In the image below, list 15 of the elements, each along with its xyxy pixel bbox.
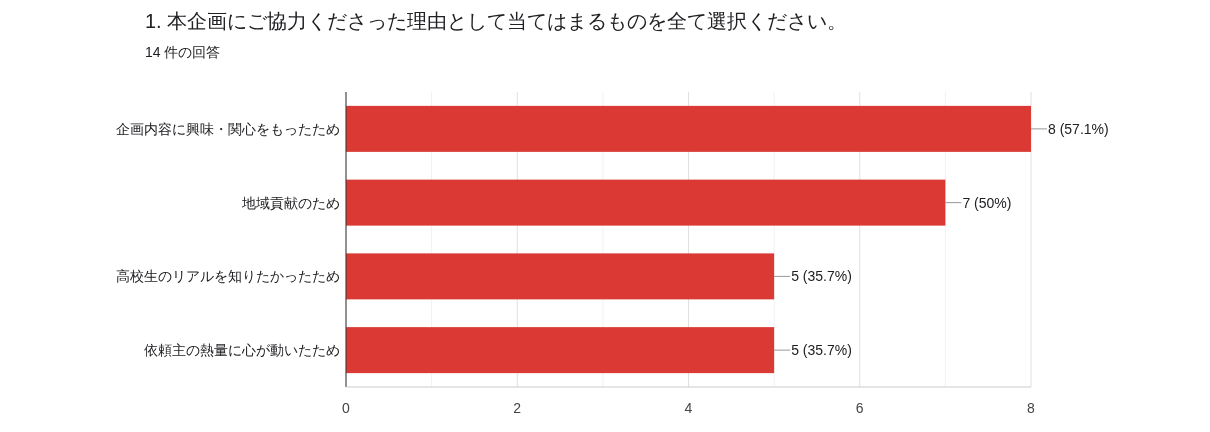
category: 依頼主の熱量に心が動いたため (144, 342, 340, 359)
category: 高校生のリアルを知りたかったため (116, 268, 340, 285)
xtick: 0 (342, 400, 350, 416)
category: 企画内容に興味・関心をもったため (116, 120, 340, 137)
xtick: 8 (1027, 400, 1035, 416)
xtick: 2 (513, 400, 522, 416)
xtick: 4 (684, 400, 693, 416)
title: 1. 本企画にご協力くださった理由として当てはまるものを全て選択ください。 (145, 10, 848, 32)
value-label: 5 (35.7%) (791, 268, 852, 285)
subtitle: 14 件の回答 (145, 44, 221, 60)
value-label: 8 (57.1%) (1048, 120, 1109, 137)
value-label: 5 (35.7%) (791, 342, 852, 359)
xtick: 6 (855, 400, 864, 416)
category: 地域貢献のため (242, 194, 340, 211)
value-label: 7 (50%) (962, 194, 1012, 211)
